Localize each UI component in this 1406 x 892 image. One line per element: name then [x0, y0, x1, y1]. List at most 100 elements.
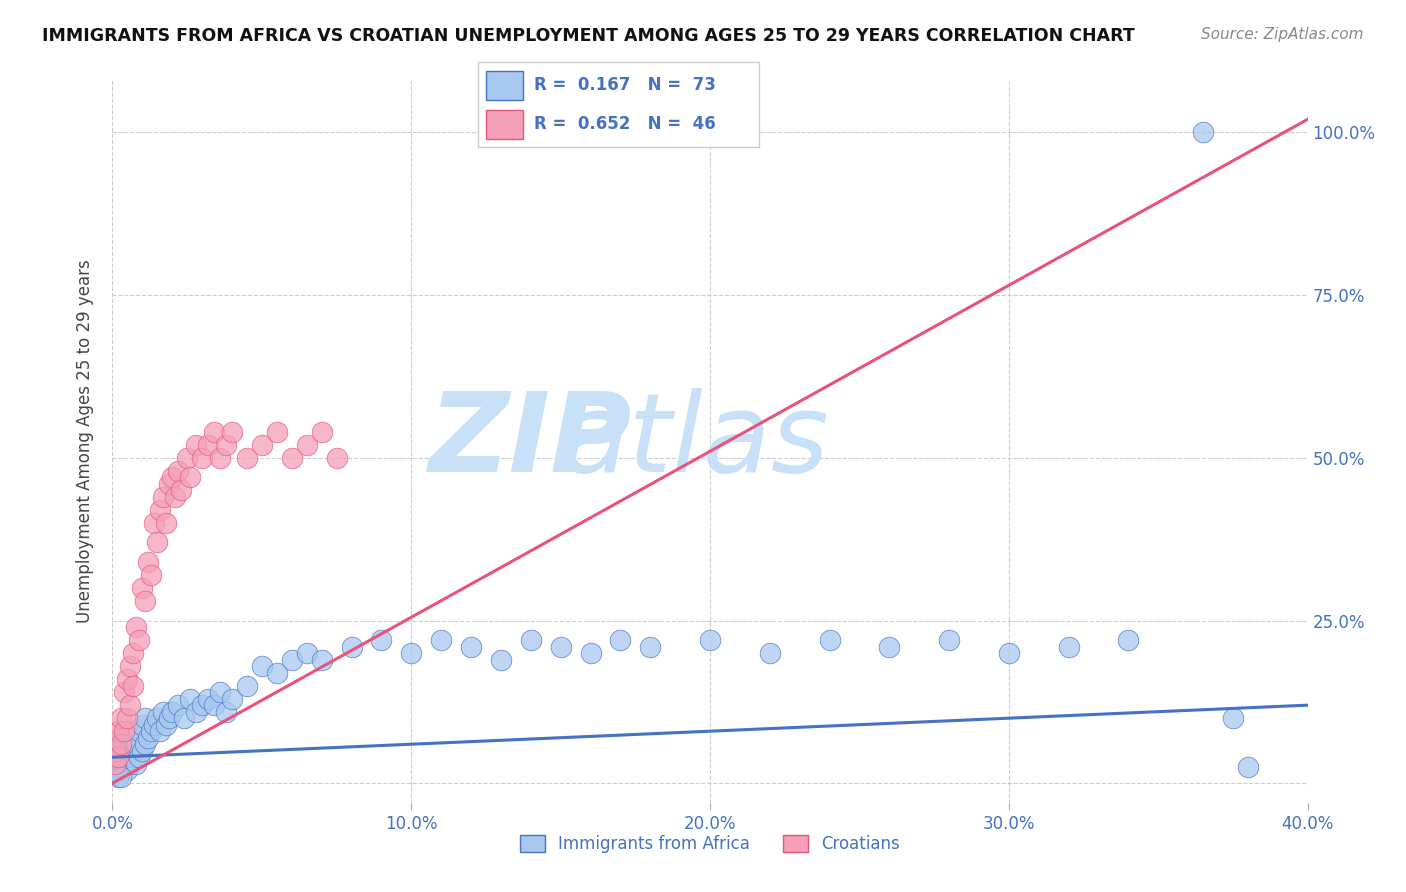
Point — [110, 731, 132, 745]
Point — [117, 764, 139, 778]
Point — [122, 646, 145, 660]
FancyBboxPatch shape — [486, 110, 523, 139]
Point — [460, 640, 482, 654]
Point — [104, 764, 127, 778]
Point — [295, 646, 318, 660]
Point — [520, 633, 543, 648]
Point — [165, 490, 187, 504]
Point — [131, 744, 153, 758]
Text: IMMIGRANTS FROM AFRICA VS CROATIAN UNEMPLOYMENT AMONG AGES 25 TO 29 YEARS CORREL: IMMIGRANTS FROM AFRICA VS CROATIAN UNEMP… — [42, 27, 1135, 45]
Point — [107, 724, 129, 739]
Text: atlas: atlas — [561, 388, 830, 495]
Point — [1118, 633, 1140, 648]
Point — [179, 470, 201, 484]
Point — [138, 731, 160, 745]
Point — [311, 425, 333, 439]
Point — [998, 646, 1021, 660]
Point — [186, 438, 208, 452]
Point — [104, 756, 127, 771]
Point — [1192, 125, 1215, 139]
Point — [143, 717, 166, 731]
Point — [128, 750, 150, 764]
Point — [152, 705, 174, 719]
Point — [173, 711, 195, 725]
Point — [191, 450, 214, 465]
Point — [186, 705, 208, 719]
Point — [179, 691, 201, 706]
Point — [236, 679, 259, 693]
Point — [401, 646, 423, 660]
Point — [430, 633, 453, 648]
Point — [117, 711, 139, 725]
Point — [167, 464, 190, 478]
Point — [157, 476, 180, 491]
Point — [120, 659, 142, 673]
Point — [250, 438, 273, 452]
Point — [221, 425, 243, 439]
Point — [128, 633, 150, 648]
Point — [114, 737, 135, 751]
Point — [1222, 711, 1244, 725]
Point — [215, 705, 238, 719]
Point — [209, 685, 232, 699]
Point — [489, 652, 512, 666]
Point — [197, 438, 219, 452]
Point — [699, 633, 721, 648]
Point — [215, 438, 238, 452]
Point — [197, 691, 219, 706]
Point — [120, 737, 142, 751]
Point — [107, 770, 129, 784]
Point — [110, 744, 132, 758]
FancyBboxPatch shape — [478, 62, 759, 147]
Y-axis label: Unemployment Among Ages 25 to 29 years: Unemployment Among Ages 25 to 29 years — [76, 260, 94, 624]
Point — [325, 450, 347, 465]
Point — [311, 652, 333, 666]
Point — [134, 594, 156, 608]
Point — [146, 535, 169, 549]
Point — [149, 503, 172, 517]
Point — [209, 450, 232, 465]
Point — [1057, 640, 1080, 654]
Point — [110, 737, 132, 751]
Point — [1237, 760, 1260, 774]
Point — [110, 764, 132, 778]
Point — [340, 640, 363, 654]
Point — [141, 724, 163, 739]
Point — [122, 679, 145, 693]
Point — [879, 640, 901, 654]
Point — [149, 724, 172, 739]
Point — [202, 425, 225, 439]
Point — [110, 711, 132, 725]
Point — [236, 450, 259, 465]
Point — [131, 717, 153, 731]
FancyBboxPatch shape — [486, 71, 523, 100]
Point — [110, 770, 132, 784]
Point — [146, 711, 169, 725]
Point — [266, 425, 288, 439]
Point — [114, 724, 135, 739]
Point — [640, 640, 662, 654]
Point — [370, 633, 392, 648]
Text: Source: ZipAtlas.com: Source: ZipAtlas.com — [1201, 27, 1364, 42]
Legend: Immigrants from Africa, Croatians: Immigrants from Africa, Croatians — [513, 828, 907, 860]
Text: R =  0.652   N =  46: R = 0.652 N = 46 — [534, 115, 716, 133]
Point — [202, 698, 225, 713]
Point — [550, 640, 572, 654]
Point — [143, 516, 166, 530]
Point — [191, 698, 214, 713]
Point — [162, 705, 183, 719]
Point — [295, 438, 318, 452]
Point — [125, 756, 148, 771]
Point — [122, 750, 145, 764]
Point — [117, 744, 139, 758]
Point — [117, 724, 139, 739]
Point — [104, 744, 127, 758]
Point — [818, 633, 841, 648]
Point — [107, 756, 129, 771]
Point — [134, 737, 156, 751]
Point — [170, 483, 193, 498]
Point — [155, 717, 177, 731]
Point — [131, 581, 153, 595]
Point — [104, 750, 127, 764]
Point — [176, 450, 198, 465]
